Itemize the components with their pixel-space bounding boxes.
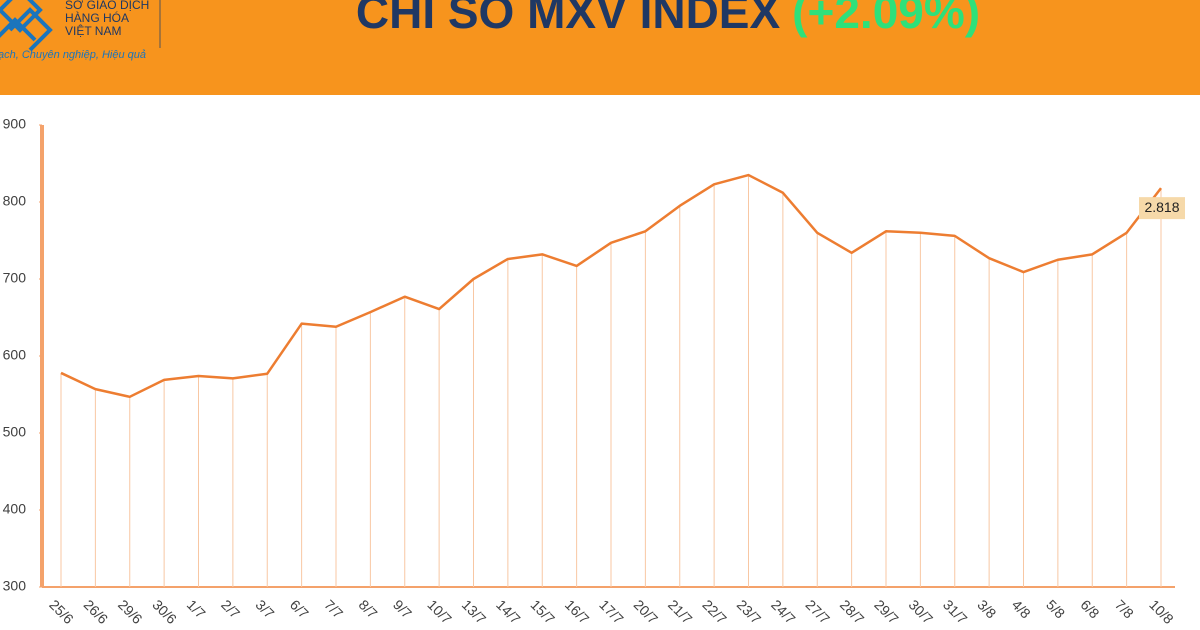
- x-tick-label: 29/7: [871, 596, 902, 627]
- x-tick-label: 20/7: [631, 596, 662, 627]
- x-tick-label: 23/7: [734, 596, 765, 627]
- logo-text: VIỆT NAM: [65, 23, 121, 38]
- x-tick-label: 7/7: [321, 596, 346, 621]
- y-tick-label: 600: [3, 347, 27, 363]
- y-tick-label: 400: [3, 501, 27, 517]
- x-tick-label: 17/7: [596, 596, 627, 627]
- logo-text: SỞ GIAO DỊCH: [65, 0, 149, 12]
- x-tick-label: 9/7: [390, 596, 415, 621]
- x-tick-label: 26/6: [81, 596, 112, 627]
- logo-text: HÀNG HÓA: [65, 10, 129, 25]
- x-tick-label: 5/8: [1043, 596, 1068, 621]
- header-band: [0, 0, 1200, 95]
- x-tick-label: 4/8: [1009, 596, 1034, 621]
- x-tick-label: 14/7: [493, 596, 524, 627]
- x-tick-label: 29/6: [115, 596, 146, 627]
- x-tick-label: 22/7: [699, 596, 730, 627]
- x-tick-label: 8/7: [356, 596, 381, 621]
- title-change: (+2.09%): [792, 0, 980, 38]
- data-label-box: [1139, 197, 1185, 220]
- x-tick-label: 28/7: [837, 596, 868, 627]
- x-tick-label: 27/7: [803, 596, 834, 627]
- y-tick-label: 300: [3, 578, 27, 594]
- y-tick-label: 800: [3, 193, 27, 209]
- x-tick-label: 24/7: [768, 596, 799, 627]
- logo-icon: [0, 0, 53, 52]
- y-tick-label: 900: [3, 116, 27, 132]
- y-tick-label: 500: [3, 424, 27, 440]
- title-text: CHỈ SỐ MXV INDEX: [356, 0, 781, 38]
- x-tick-label: 13/7: [459, 596, 490, 627]
- x-tick-label: 3/8: [974, 596, 999, 621]
- series-line: [60, 173, 1162, 399]
- y-tick-label: 700: [3, 270, 27, 286]
- x-tick-label: 30/6: [149, 596, 180, 627]
- data-label: 2.818: [1144, 199, 1179, 215]
- x-tick-label: 10/7: [424, 596, 455, 627]
- x-tick-label: 3/7: [253, 596, 278, 621]
- x-tick-label: 6/7: [287, 596, 312, 621]
- x-tick-label: 21/7: [665, 596, 696, 627]
- x-tick-label: 1/7: [184, 596, 209, 621]
- x-tick-label: 15/7: [528, 596, 559, 627]
- x-tick-label: 31/7: [940, 596, 971, 627]
- chart-title: CHỈ SỐ MXV INDEX (+2.09%): [356, 0, 980, 38]
- x-tick-label: 7/8: [1112, 596, 1137, 621]
- x-tick-label: 10/8: [1146, 596, 1177, 627]
- x-tick-label: 25/6: [46, 596, 77, 627]
- x-tick-label: 2/7: [218, 596, 243, 621]
- tagline: ạch, Chuyên nghiệp, Hiệu quả: [0, 49, 146, 61]
- x-tick-label: 30/7: [906, 596, 937, 627]
- x-tick-label: 6/8: [1078, 596, 1103, 621]
- x-tick-label: 16/7: [562, 596, 593, 627]
